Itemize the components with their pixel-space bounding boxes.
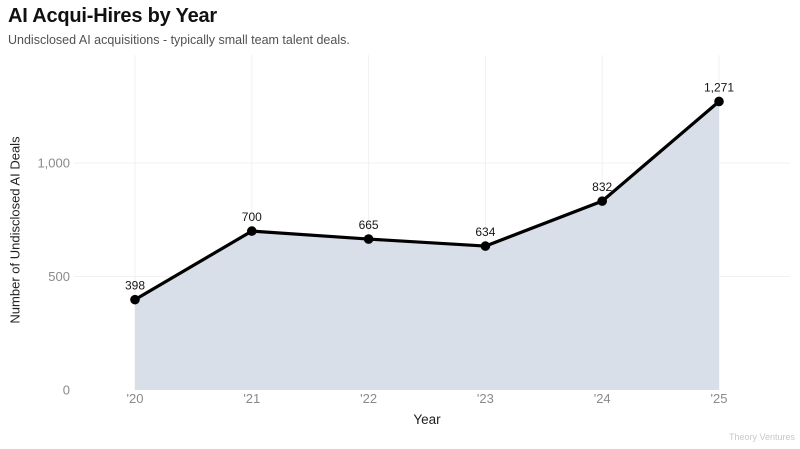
data-point-label: 832 bbox=[592, 180, 612, 194]
data-point-label: 634 bbox=[475, 225, 495, 239]
x-axis-title: Year bbox=[413, 412, 441, 427]
x-tick-label: '20 bbox=[127, 391, 144, 406]
y-tick-label: 500 bbox=[48, 269, 70, 284]
x-tick-label: '25 bbox=[711, 391, 728, 406]
watermark: Theory Ventures bbox=[728, 432, 795, 442]
data-point-label: 398 bbox=[125, 279, 145, 293]
x-tick-label: '22 bbox=[360, 391, 377, 406]
data-point bbox=[714, 96, 724, 107]
chart-title: AI Acqui-Hires by Year bbox=[8, 5, 218, 27]
data-point-label: 665 bbox=[359, 218, 379, 232]
data-point bbox=[480, 241, 491, 251]
data-point bbox=[363, 234, 374, 244]
x-tick-label: '21 bbox=[243, 391, 260, 406]
x-tick-label: '23 bbox=[477, 391, 494, 406]
data-point-label: 1,271 bbox=[704, 80, 734, 94]
area-fill bbox=[135, 101, 719, 390]
y-tick-label: 0 bbox=[63, 383, 70, 398]
x-tick-label: '24 bbox=[594, 391, 611, 406]
data-point bbox=[597, 196, 607, 206]
data-point bbox=[130, 294, 140, 305]
data-point-label: 700 bbox=[242, 210, 262, 224]
y-tick-label: 1,000 bbox=[37, 156, 70, 171]
chart-subtitle: Undisclosed AI acquisitions - typically … bbox=[8, 33, 350, 47]
data-point bbox=[247, 226, 257, 236]
trend-line bbox=[133, 99, 721, 302]
